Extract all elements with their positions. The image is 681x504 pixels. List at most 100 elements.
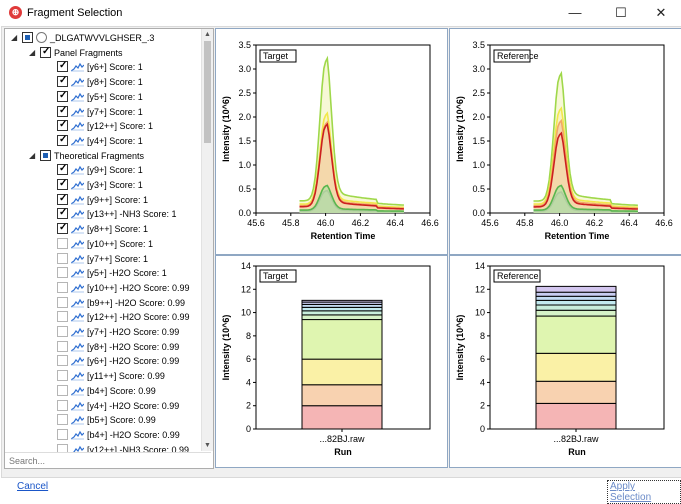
tree-item[interactable]: [b9++] -H2O Score: 0.99 <box>5 296 200 310</box>
tree-item[interactable]: [y4+] Score: 1 <box>5 133 200 148</box>
checkbox[interactable] <box>57 399 68 411</box>
tree-item[interactable]: [b4+] Score: 0.99 <box>5 384 200 398</box>
y-axis-label: Intensity (10^6) <box>455 96 465 162</box>
chromatogram-icon <box>71 371 84 381</box>
chromatogram-icon <box>71 195 84 205</box>
checkbox[interactable] <box>57 311 68 323</box>
minimize-button[interactable]: — <box>568 5 582 20</box>
close-button[interactable]: ✕ <box>655 5 667 20</box>
x-tick-label: 46.0 <box>317 218 335 228</box>
x-tick-label: 45.8 <box>516 218 534 228</box>
tree-item-label: [y8+] -H2O Score: 0.99 <box>87 341 180 352</box>
y-tick-label: 2.5 <box>238 88 251 98</box>
bar-segment <box>535 285 617 293</box>
tree-item[interactable]: [y8+] -H2O Score: 0.99 <box>5 340 200 354</box>
target-bar-chart: 0 2 4 6 8 10 12 14 ...82BJ.raw Run Intensity (10^6… <box>221 261 431 457</box>
tree-item[interactable]: [y7+] -H2O Score: 0.99 <box>5 325 200 339</box>
fragment-tree[interactable]: ◢ _DLGATWVVLGHSER_.3 ◢ Panel Fragments [y6+]… <box>4 28 214 469</box>
series-line <box>533 131 638 210</box>
checkbox[interactable] <box>57 221 68 235</box>
checkbox[interactable] <box>57 384 68 396</box>
expander-icon[interactable]: ◢ <box>29 150 36 160</box>
window-title: Fragment Selection <box>27 7 123 19</box>
apply-selection-link[interactable]: Apply Selection <box>607 480 681 504</box>
checkbox[interactable] <box>57 192 68 206</box>
tree-item[interactable]: [y11++] Score: 0.99 <box>5 369 200 383</box>
chromatogram-icon <box>71 239 84 249</box>
tree-group-panel[interactable]: ◢ Panel Fragments <box>5 45 200 60</box>
tree-item[interactable]: [b5+] Score: 0.99 <box>5 413 200 427</box>
tree-item[interactable]: [y4+] -H2O Score: 0.99 <box>5 399 200 413</box>
tree-item[interactable]: [y12++] Score: 1 <box>5 118 200 133</box>
tree-item[interactable]: [y6+] Score: 1 <box>5 59 200 74</box>
tree-group-theoretical[interactable]: ◢ Theoretical Fragments <box>5 149 200 163</box>
x-axis-label: Retention Time <box>545 231 610 241</box>
checkbox[interactable] <box>57 237 68 249</box>
bar-segment <box>301 310 383 316</box>
tree-item-label: _DLGATWVVLGHSER_.3 <box>50 33 155 43</box>
checkbox[interactable] <box>57 252 68 264</box>
x-tick-label: 45.6 <box>481 218 499 228</box>
scrollbar-thumb[interactable] <box>204 41 211 143</box>
tree-scrollbar[interactable]: ▲ ▼ <box>201 29 213 451</box>
tree-root[interactable]: ◢ _DLGATWVVLGHSER_.3 <box>5 31 200 45</box>
maximize-button[interactable]: ☐ <box>615 5 627 20</box>
tree-item[interactable]: [y12++] -H2O Score: 0.99 <box>5 310 200 324</box>
checkbox[interactable] <box>57 206 68 220</box>
tree-item[interactable]: [b4+] -H2O Score: 0.99 <box>5 428 200 442</box>
tree-item[interactable]: [y5+] Score: 1 <box>5 89 200 104</box>
checkbox[interactable] <box>57 89 68 103</box>
chromatogram-icon <box>71 77 84 87</box>
tree-item[interactable]: [y7+] Score: 1 <box>5 104 200 119</box>
checkbox[interactable] <box>57 326 68 337</box>
search-input[interactable]: Search... <box>5 452 211 468</box>
scroll-down-icon[interactable]: ▼ <box>204 442 211 449</box>
x-axis-label: Run <box>334 447 352 457</box>
tree-item[interactable]: [y3+] Score: 1 <box>5 177 200 192</box>
tree-item-label: [y12++] -NH3 Score: 0.99 <box>87 444 190 455</box>
chart-panel-reference-chromatogram: 0.0 0.5 1.0 1.5 2.0 2.5 3.0 3.5 45.6 45.8 46.0 46.2… <box>449 28 681 255</box>
y-tick-label: 4 <box>246 377 251 387</box>
checkbox[interactable] <box>40 149 51 161</box>
checkbox[interactable] <box>57 340 68 352</box>
checkbox[interactable] <box>57 133 68 147</box>
expander-icon[interactable]: ◢ <box>11 33 18 42</box>
checkbox[interactable] <box>57 59 68 73</box>
chromatogram-icon <box>71 313 84 322</box>
bar-segment <box>535 402 617 430</box>
series-line <box>299 55 404 206</box>
checkbox[interactable] <box>57 104 68 118</box>
checkbox[interactable] <box>57 296 68 308</box>
tree-item[interactable]: [y9++] Score: 1 <box>5 192 200 207</box>
tree-item[interactable]: [y9+] Score: 1 <box>5 162 200 177</box>
chromatogram-icon <box>71 430 84 440</box>
checkbox[interactable] <box>22 32 33 43</box>
checkbox[interactable] <box>57 267 68 279</box>
tree-item[interactable]: [y8+] Score: 1 <box>5 74 200 89</box>
checkbox[interactable] <box>57 355 68 367</box>
cancel-link[interactable]: Cancel <box>17 481 49 492</box>
tree-item[interactable]: [y8++] Score: 1 <box>5 221 200 236</box>
expander-icon[interactable]: ◢ <box>29 47 36 57</box>
chromatogram-icon <box>71 268 84 278</box>
tree-item[interactable]: [y5+] -H2O Score: 1 <box>5 266 200 280</box>
checkbox[interactable] <box>57 281 68 293</box>
checkbox[interactable] <box>57 74 68 88</box>
y-tick-label: 12 <box>475 284 485 294</box>
chart-panel-target-bar: 0 2 4 6 8 10 12 14 ...82BJ.raw Run Intensity (10^6… <box>215 255 448 468</box>
tree-item[interactable]: [y13++] -NH3 Score: 1 <box>5 206 200 221</box>
series-line <box>533 184 638 212</box>
checkbox[interactable] <box>57 118 68 132</box>
checkbox[interactable] <box>57 177 68 191</box>
checkbox[interactable] <box>57 428 68 440</box>
checkbox[interactable] <box>40 45 51 59</box>
tree-item[interactable]: [y7++] Score: 1 <box>5 252 200 266</box>
checkbox[interactable] <box>57 162 68 176</box>
tree-item[interactable]: [y10++] Score: 1 <box>5 237 200 251</box>
chromatogram-icon <box>71 136 84 146</box>
scroll-up-icon[interactable]: ▲ <box>204 31 211 38</box>
tree-item[interactable]: [y10++] -H2O Score: 0.99 <box>5 281 200 295</box>
checkbox[interactable] <box>57 414 68 426</box>
tree-item[interactable]: [y6+] -H2O Score: 0.99 <box>5 354 200 368</box>
checkbox[interactable] <box>57 370 68 382</box>
